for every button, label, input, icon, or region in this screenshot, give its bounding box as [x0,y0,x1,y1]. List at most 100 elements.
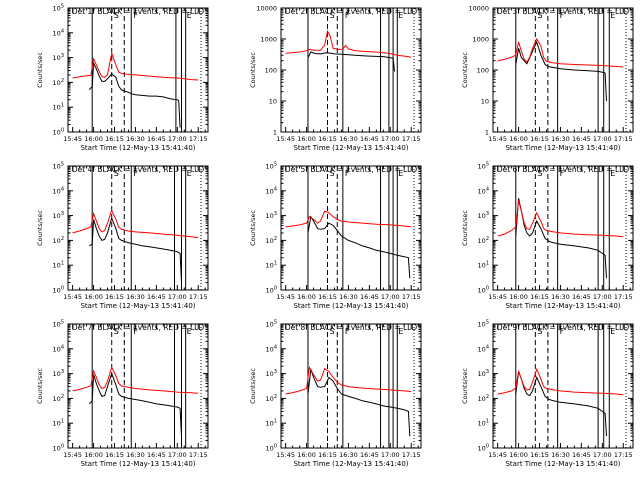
x-tick-label: 16:45 [572,135,591,143]
x-tick-label: 16:15 [530,451,549,459]
region-marker: E [610,11,615,20]
region-marker: F [560,327,565,336]
x-tick-label: 17:00 [168,293,187,301]
detector-panel-4: 100 101 102 103 104 105 15:45 16:00 16:15 16:30 16… [36,162,209,310]
y-tick-label: 103 [266,211,277,220]
y-axis-label: Counts/sec [36,368,44,404]
x-tick-label: 15:45 [276,451,295,459]
x-tick-label: 16:45 [147,293,166,301]
region-marker: S [537,11,542,20]
x-axis-label: Start Time (12-May-13 15:41:40) [80,302,195,310]
y-tick-label: 10 [481,98,489,106]
y-tick-label: 1 [273,129,277,137]
x-tick-label: 16:15 [530,293,549,301]
y-tick-label: 104 [53,344,64,353]
detector-panel-9: 100 101 102 103 104 105 15:45 16:00 16:15 16:30 16… [461,320,634,468]
x-tick-label: 17:00 [168,135,187,143]
chart-title: Det 7f BLACK = Events, RED = LLD [72,323,205,332]
region-marker: S [537,327,542,336]
x-tick-label: 16:00 [297,135,316,143]
y-tick-label: 10 [269,98,277,106]
region-marker: F [133,169,138,178]
y-tick-label: 104 [478,344,489,353]
region-marker: E [398,327,403,336]
region-marker: S [114,327,119,336]
events-series-line [515,198,607,279]
x-tick-label: 15:45 [488,293,507,301]
x-tick-label: 16:30 [126,451,145,459]
y-axis-label: Counts/sec [249,368,257,404]
plot-frame [280,323,422,449]
lld-series-line [497,200,624,238]
y-tick-label: 10000 [256,5,277,13]
x-tick-label: 15:45 [63,451,82,459]
x-tick-label: 16:30 [339,293,358,301]
x-tick-label: 16:45 [147,135,166,143]
x-axis-label: Start Time (12-May-13 15:41:40) [505,460,620,468]
x-tick-label: 17:00 [593,293,612,301]
x-tick-label: 15:45 [63,293,82,301]
x-tick-label: 17:15 [189,135,208,143]
detector-panel-2: 1 10 100 1000 10000 15:45 16:00 16:15 16:30 16:45… [249,5,422,152]
x-tick-label: 17:00 [381,135,400,143]
region-marker: F [560,169,565,178]
x-tick-label: 17:15 [614,135,633,143]
region-marker: S [330,327,335,336]
chart-title: Det 3f BLACK = Events, RED = LLD [497,7,630,16]
x-tick-label: 17:15 [402,293,421,301]
x-axis-label: Start Time (12-May-13 15:41:40) [80,460,195,468]
events-series-line [307,215,411,279]
lld-series-line [72,365,199,394]
y-tick-label: 105 [53,162,64,171]
region-marker: E [398,169,403,178]
x-tick-label: 16:45 [572,451,591,459]
x-tick-label: 16:30 [551,451,570,459]
x-axis-label: Start Time (12-May-13 15:41:40) [505,302,620,310]
x-tick-label: 16:15 [105,135,124,143]
y-tick-label: 102 [53,236,64,245]
x-tick-label: 16:15 [318,135,337,143]
chart-title: Det 9f BLACK = Events, RED = LLD [497,323,630,332]
plot-frame [492,323,634,449]
chart-title: Det 2f BLACK = Events, RED = LLD [285,7,418,16]
x-tick-label: 16:00 [509,293,528,301]
x-tick-label: 16:45 [360,293,379,301]
region-marker: F [560,11,565,20]
x-tick-label: 15:45 [63,135,82,143]
y-tick-label: 1000 [472,36,489,44]
y-tick-label: 103 [53,53,64,62]
y-tick-label: 101 [478,261,489,270]
chart-title: Det 1f BLACK = Events, RED = LLD [72,7,205,16]
y-tick-label: 1 [485,129,489,137]
events-series-line [307,51,395,72]
lld-series-line [72,51,199,81]
y-tick-label: 101 [53,419,64,428]
x-axis-label: Start Time (12-May-13 15:41:40) [293,302,408,310]
y-tick-label: 101 [53,261,64,270]
y-tick-label: 102 [478,394,489,403]
region-marker: S [537,169,542,178]
lld-series-line [285,29,412,58]
y-axis-label: Counts/sec [461,368,469,404]
lld-series-line [285,365,412,395]
x-tick-label: 16:15 [318,451,337,459]
y-tick-label: 103 [478,369,489,378]
y-axis-label: Counts/sec [461,210,469,246]
region-marker: E [187,327,192,336]
detector-panel-8: 100 101 102 103 104 105 15:45 16:00 16:15 16:30 16… [249,320,422,468]
x-tick-label: 17:15 [614,293,633,301]
y-tick-label: 100 [53,286,64,295]
x-tick-label: 15:45 [276,293,295,301]
y-tick-label: 105 [266,320,277,329]
x-tick-label: 15:45 [488,135,507,143]
x-tick-label: 16:30 [551,293,570,301]
x-tick-label: 16:15 [530,135,549,143]
events-series-line [307,369,411,437]
plot-frame [67,7,209,133]
y-tick-label: 103 [266,369,277,378]
y-tick-label: 101 [266,261,277,270]
events-series-line [515,40,607,102]
chart-title: Det 8f BLACK = Events, RED = LLD [285,323,418,332]
plot-frame [67,165,209,291]
